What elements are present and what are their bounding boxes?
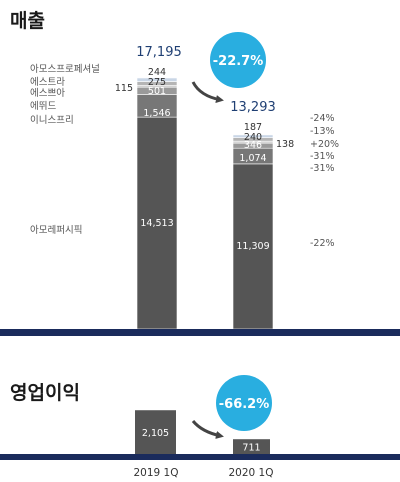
change-3: +20% bbox=[310, 139, 339, 150]
revenue-trend-arrow bbox=[191, 81, 224, 103]
segment-label-1-3: 138 bbox=[276, 139, 294, 150]
total-2020: 13,293 bbox=[230, 100, 276, 115]
x-tick-2019: 2019 1Q bbox=[133, 467, 178, 479]
revenue-title: 매출 bbox=[10, 10, 45, 32]
revenue-change-badge-text: -22.7% bbox=[213, 54, 264, 69]
bar-segment-0-0 bbox=[136, 116, 178, 330]
profit-change-badge-text: -66.2% bbox=[219, 397, 270, 412]
legend-4: 에스트라 bbox=[30, 77, 65, 88]
bar-segment-0-5 bbox=[136, 77, 178, 82]
profit-bar-0 bbox=[135, 410, 176, 454]
change-0: -22% bbox=[310, 238, 335, 249]
segment-label-1-5: 187 bbox=[244, 122, 262, 133]
segment-label-0-1: 1,546 bbox=[143, 108, 170, 119]
segment-label-0-3: 115 bbox=[115, 83, 133, 94]
profit-title: 영업이익 bbox=[10, 382, 80, 404]
profit-chart-marks: 2,105 711 -66.2% bbox=[135, 375, 272, 454]
legend-0: 아모레퍼시픽 bbox=[30, 225, 82, 236]
bar-segment-1-0 bbox=[232, 163, 274, 330]
segment-label-1-0: 11,309 bbox=[236, 241, 269, 252]
profit-trend-arrow bbox=[191, 420, 224, 439]
segment-label-0-0: 14,513 bbox=[140, 218, 173, 229]
profit-label-1: 711 bbox=[242, 443, 260, 454]
segment-label-0-2: 501 bbox=[148, 86, 166, 97]
legend-3: 에스쁘아 bbox=[30, 88, 65, 99]
legend-2: 에뛰드 bbox=[30, 101, 56, 112]
profit-x-axis bbox=[0, 454, 400, 460]
change-2: -31% bbox=[310, 151, 335, 162]
x-tick-2020: 2020 1Q bbox=[228, 467, 273, 479]
legend-5: 아모스프로페셔널 bbox=[30, 64, 100, 75]
profit-bar-1 bbox=[233, 439, 270, 454]
change-5: -24% bbox=[310, 113, 335, 124]
legend-1: 이니스프리 bbox=[30, 115, 74, 126]
change-4: -13% bbox=[310, 126, 335, 137]
segment-label-0-4: 275 bbox=[148, 77, 166, 88]
revenue-change-badge bbox=[210, 32, 266, 88]
change-1: -31% bbox=[310, 163, 335, 174]
total-2019: 17,195 bbox=[136, 45, 182, 60]
segment-label-1-2: 346 bbox=[244, 140, 262, 151]
segment-label-0-5: 244 bbox=[148, 67, 166, 78]
segment-label-1-1: 1,074 bbox=[239, 153, 266, 164]
segment-label-1-4: 240 bbox=[244, 132, 262, 143]
revenue-x-axis bbox=[0, 329, 400, 336]
profit-change-badge bbox=[216, 375, 272, 431]
bar-segment-1-5 bbox=[232, 134, 274, 138]
profit-label-0: 2,105 bbox=[142, 428, 169, 439]
